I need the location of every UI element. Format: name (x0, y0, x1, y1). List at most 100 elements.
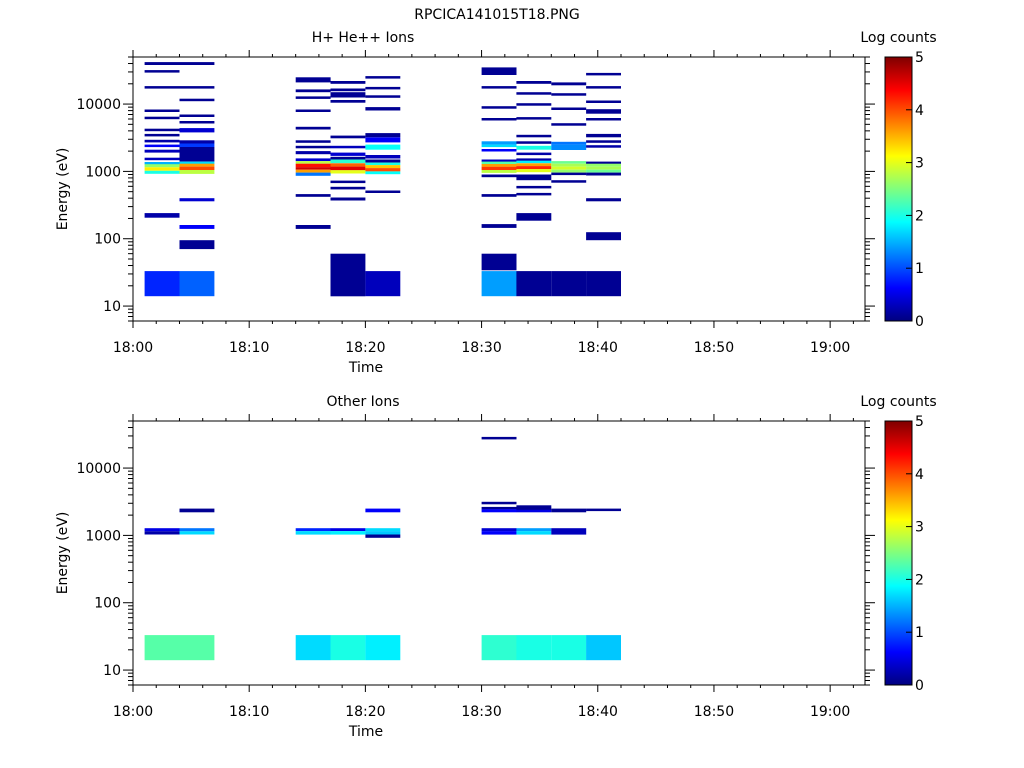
colorbar-tick-label: 2 (915, 208, 924, 224)
heatmap-cell (330, 170, 366, 174)
heatmap-cell (144, 149, 180, 153)
heatmap-cell (516, 507, 552, 510)
y-tick-label: 100 (94, 596, 121, 612)
heatmap-cell (295, 96, 331, 99)
heatmap-cell (586, 118, 621, 121)
heatmap-cell (330, 100, 366, 103)
heatmap-cell (365, 95, 401, 98)
x-tick-label: 18:40 (578, 704, 618, 720)
heatmap-cell (551, 93, 587, 96)
heatmap-cell (295, 169, 331, 173)
heatmap-cell (481, 174, 517, 178)
heatmap-cell (586, 198, 621, 202)
heatmap-cell (330, 531, 366, 535)
heatmap-cell (516, 134, 552, 138)
heatmap-cell (295, 158, 331, 162)
heatmap-cell (365, 190, 401, 193)
heatmap-cell (516, 152, 552, 156)
heatmap-cell (481, 141, 517, 145)
heatmap-cells (144, 436, 621, 661)
heatmap-cell (586, 72, 621, 76)
heatmap-cell (330, 528, 366, 532)
heatmap-cell (295, 172, 331, 176)
x-tick-label: 18:50 (694, 340, 734, 356)
heatmap-cell (551, 161, 587, 164)
heatmap-cell (586, 163, 621, 167)
heatmap-cell (516, 509, 552, 513)
heatmap-cell (516, 158, 552, 161)
heatmap-cell (144, 167, 180, 171)
heatmap-cell (551, 166, 587, 170)
heatmap-cell (481, 253, 517, 271)
colorbar-label: Log counts (860, 394, 936, 410)
heatmap-cell (179, 121, 215, 124)
heatmap-cell (144, 109, 180, 112)
heatmap-cell (516, 528, 552, 532)
heatmap-cell (295, 77, 331, 83)
heatmap-cell (586, 271, 621, 297)
heatmap-cell (365, 528, 401, 532)
heatmap-cell (586, 635, 621, 661)
x-tick-label: 18:30 (461, 704, 501, 720)
x-tick-label: 18:20 (345, 704, 385, 720)
heatmap-cell (481, 144, 517, 148)
colorbar-tick-label: 2 (915, 572, 924, 588)
heatmap-cell (481, 506, 517, 510)
heatmap-cell (179, 531, 215, 535)
heatmap-cell (551, 528, 587, 535)
heatmap-cell (481, 118, 517, 121)
heatmap-cell (481, 509, 517, 513)
plot-frame (132, 56, 866, 322)
heatmap-cell (516, 531, 552, 535)
heatmap-cell (551, 144, 587, 150)
heatmap-cell (144, 635, 180, 661)
heatmap-cell (586, 86, 621, 89)
heatmap-cell (330, 180, 366, 184)
colorbar-tick-label: 3 (915, 520, 924, 536)
heatmap-cell (586, 161, 621, 165)
heatmap-cell (586, 172, 621, 176)
colorbar-tick-label: 4 (915, 467, 924, 483)
heatmap-cell (516, 160, 552, 164)
x-axis-label: Time (348, 724, 383, 740)
heatmap-cell (516, 174, 552, 181)
colorbar-tick-label: 5 (915, 414, 924, 430)
heatmap-cell (551, 123, 587, 126)
heatmap-cell (481, 149, 517, 152)
heatmap-cell (144, 70, 180, 73)
heatmap-cell (144, 213, 180, 218)
heatmap-cell (365, 508, 401, 513)
heatmap-cell (365, 155, 401, 159)
heatmap-cell (516, 192, 552, 196)
y-tick-label: 10 (103, 663, 121, 679)
heatmap-cell (365, 144, 401, 150)
heatmap-cell (330, 166, 366, 171)
panel-title: H+ He++ Ions (312, 30, 415, 46)
heatmap-cell (481, 501, 517, 505)
heatmap-cell (179, 198, 215, 202)
heatmap-cell (144, 170, 180, 174)
heatmap-cell (295, 140, 331, 143)
heatmap-cell (330, 92, 366, 98)
heatmap-cell (365, 162, 401, 166)
heatmap-cell (586, 109, 621, 114)
x-tick-label: 18:40 (578, 340, 618, 356)
heatmap-cell (481, 159, 517, 162)
y-tick-label: 1000 (85, 528, 121, 544)
heatmap-cell (144, 164, 180, 168)
heatmap-cell (144, 62, 180, 65)
panel-h-he-ions: H+ He++ Ions 18:00 18:10 18:20 18:30 18:40 18:… (55, 30, 937, 376)
heatmap-cell (481, 194, 517, 197)
heatmap-cell (179, 140, 215, 144)
colorbar: Log counts 0 1 2 3 4 5 (860, 30, 936, 330)
heatmap-cell (144, 531, 180, 535)
heatmap-cell (295, 109, 331, 112)
y-tick-label: 1000 (85, 164, 121, 180)
colorbar-tick-label: 1 (915, 261, 924, 277)
heatmap-cell (295, 167, 331, 170)
heatmap-cell (551, 169, 587, 173)
heatmap-cell (295, 225, 331, 229)
heatmap-cell (144, 271, 180, 297)
heatmap-cell (481, 170, 517, 173)
